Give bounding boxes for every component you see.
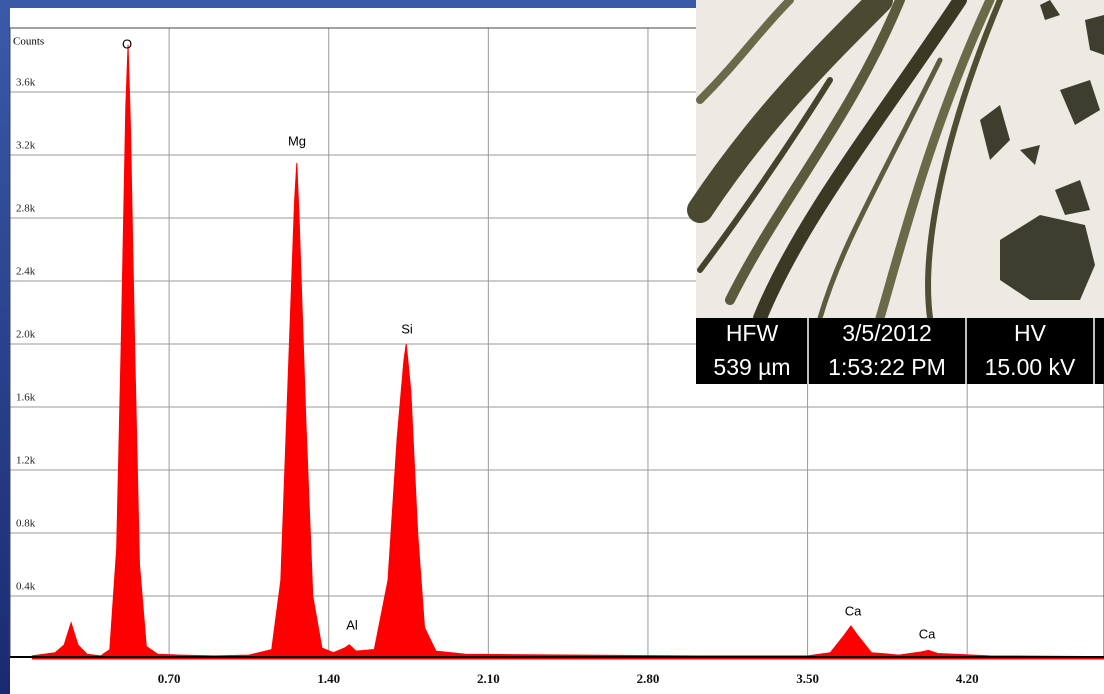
x-tick-label: 2.80 bbox=[637, 671, 660, 686]
x-tick-label: 0.70 bbox=[158, 671, 181, 686]
info-label: 3/5/2012 bbox=[842, 320, 932, 346]
peak-label: Al bbox=[346, 617, 358, 632]
y-tick-label: 0.8k bbox=[16, 518, 36, 530]
y-tick-label: 1.2k bbox=[16, 455, 36, 467]
info-bar bbox=[696, 318, 1104, 384]
peak-label: O bbox=[122, 36, 132, 51]
y-tick-label: 0.4k bbox=[16, 581, 36, 593]
annotations: O Mg Si Al Ca Ca bbox=[122, 36, 936, 641]
particles bbox=[980, 0, 1104, 300]
x-tick-label: 4.20 bbox=[956, 671, 979, 686]
peak-label: Si bbox=[401, 321, 413, 336]
x-tick-label: 1.40 bbox=[317, 671, 340, 686]
info-labels: HFW 539 µm 3/5/2012 1:53:22 PM HV 15.00 kV bbox=[713, 320, 1076, 380]
fibers bbox=[687, 0, 1003, 325]
info-label: HV bbox=[1014, 320, 1047, 346]
info-label: HFW bbox=[726, 320, 779, 346]
info-label: 1:53:22 PM bbox=[828, 354, 946, 380]
y-tick-label: 1.6k bbox=[16, 392, 36, 404]
peak-label: Mg bbox=[288, 133, 306, 148]
spectrum bbox=[31, 44, 1104, 660]
x-tick-label: 2.10 bbox=[477, 671, 500, 686]
peak-label: Ca bbox=[919, 626, 936, 641]
y-axis-label: Counts bbox=[13, 36, 44, 48]
y-tick-label: 2.0k bbox=[16, 329, 36, 341]
peak-label: Ca bbox=[845, 603, 862, 618]
y-tick-label: 3.6k bbox=[16, 77, 36, 89]
y-tick-label: 3.2k bbox=[16, 140, 36, 152]
info-label: 539 µm bbox=[713, 354, 790, 380]
info-dividers bbox=[807, 318, 1095, 384]
info-label: 15.00 kV bbox=[985, 354, 1076, 380]
sem-image: HFW 539 µm 3/5/2012 1:53:22 PM HV 15.00 kV bbox=[687, 0, 1104, 384]
y-tick-label: 2.4k bbox=[16, 266, 36, 278]
x-tick-label: 3.50 bbox=[796, 671, 819, 686]
plot bbox=[31, 44, 1104, 660]
y-tick-label: 2.8k bbox=[16, 203, 36, 215]
